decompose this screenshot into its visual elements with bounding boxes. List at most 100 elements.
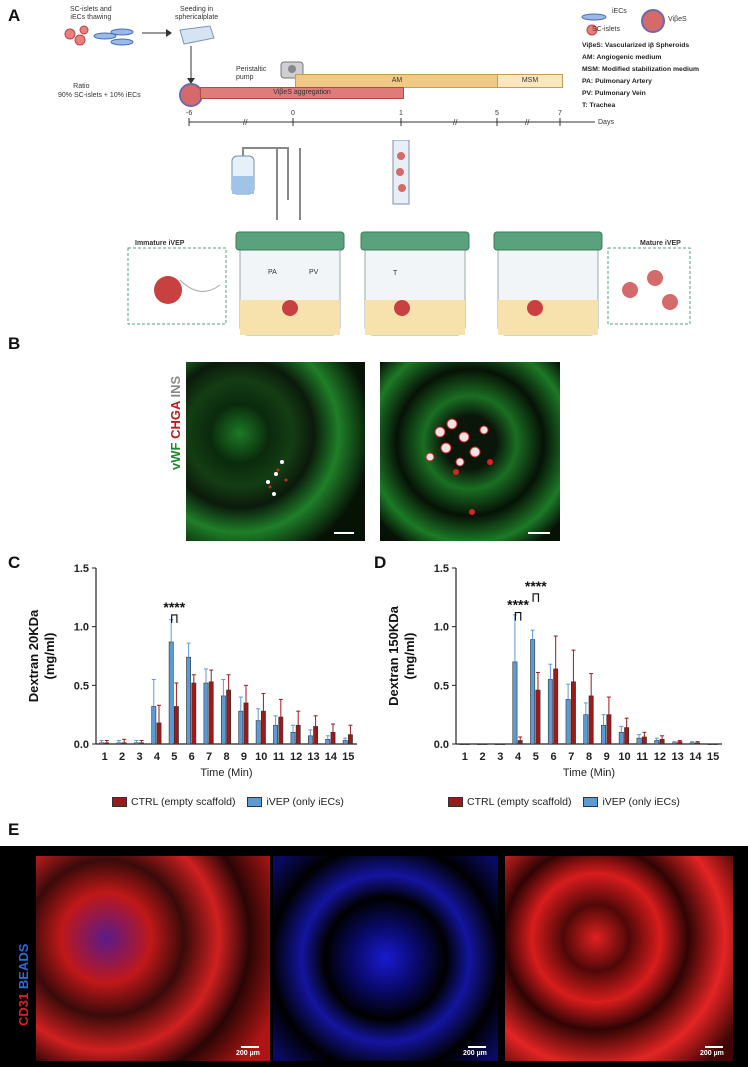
bar <box>139 742 145 745</box>
legend-ivep-swatch <box>247 797 263 807</box>
x-tick-label: 4 <box>515 751 522 763</box>
stain-label: vWF CHGA INS <box>168 375 183 470</box>
bar <box>659 739 665 745</box>
aggregation-bar: ViβeS aggregation <box>200 87 404 99</box>
day-label: 7 <box>558 110 562 117</box>
bar <box>624 727 630 745</box>
day-label: 0 <box>291 110 295 117</box>
x-tick-label: 15 <box>707 751 719 763</box>
bar <box>500 743 505 745</box>
x-tick-label: 7 <box>568 751 574 763</box>
scale-bar <box>334 532 354 534</box>
bar <box>325 739 331 745</box>
day-label: -6 <box>186 110 193 117</box>
x-axis-label: Time (Min) <box>563 767 615 779</box>
significance-label: **** <box>163 599 185 615</box>
bar <box>295 724 301 745</box>
micrograph-e-beads: 200 µm <box>273 856 498 1061</box>
x-tick-label: 5 <box>533 751 539 763</box>
x-tick-label: 12 <box>654 751 666 763</box>
y-tick-label: 0.5 <box>434 680 449 692</box>
bar <box>618 731 624 745</box>
y-tick-label: 1.5 <box>74 563 89 575</box>
bar <box>677 741 683 745</box>
bar <box>191 682 197 745</box>
x-tick-label: 9 <box>241 751 247 763</box>
svg-text://: // <box>453 118 458 127</box>
bar <box>547 679 553 745</box>
panel-e: CD31 BEADS 200 µm 200 µm 200 µm <box>0 846 748 1067</box>
panel-letter-c: C <box>8 553 21 572</box>
bar <box>121 742 127 745</box>
pv-label: PV <box>309 269 319 276</box>
bar <box>243 702 249 745</box>
bar <box>261 710 266 745</box>
bar <box>530 639 536 745</box>
significance-bracket <box>171 614 178 623</box>
trachea-label: T <box>393 270 398 277</box>
thawing-text: SC-islets and iECs thawing <box>70 6 112 21</box>
vibes-legend-icon <box>641 9 665 33</box>
micrograph-b2 <box>380 362 560 541</box>
bar <box>565 699 571 745</box>
scislets-label: SC-islets <box>592 26 621 33</box>
bar <box>151 706 157 745</box>
legend-ivep-label: iVEP (only iECs) <box>266 796 344 808</box>
scale-bar <box>528 532 550 534</box>
bar <box>104 742 110 745</box>
bar <box>459 743 465 745</box>
bar <box>535 689 541 745</box>
bar <box>226 689 232 745</box>
thawing-cells-icon <box>64 25 134 46</box>
x-tick-label: 13 <box>672 751 684 763</box>
svg-text://: // <box>243 118 248 127</box>
significance-label: **** <box>507 597 529 613</box>
x-tick-label: 2 <box>480 751 486 763</box>
timeline-axis: // // // <box>188 118 595 127</box>
panel-letter-d: D <box>374 553 387 572</box>
day-label: 5 <box>495 110 499 117</box>
y-tick-label: 1.5 <box>434 563 449 575</box>
down-arrow-icon <box>187 46 195 84</box>
bar <box>307 735 313 745</box>
x-tick-label: 5 <box>171 751 177 763</box>
x-tick-label: 10 <box>618 751 630 763</box>
pa-label: PA <box>268 269 277 276</box>
panel-letter-e: E <box>8 820 20 839</box>
y-tick-label: 0.0 <box>434 739 449 751</box>
y-axis-label: Dextran 150KDa <box>386 605 401 705</box>
svg-text://: // <box>525 118 530 127</box>
msm-bar: MSM <box>497 74 563 88</box>
y-tick-label: 1.0 <box>74 622 89 634</box>
y-tick-label: 0.0 <box>74 739 89 751</box>
x-tick-label: 8 <box>223 751 229 763</box>
bar <box>255 720 261 745</box>
x-tick-label: 9 <box>604 751 610 763</box>
bar <box>238 710 244 745</box>
x-tick-label: 8 <box>586 751 592 763</box>
bar <box>695 742 701 745</box>
x-tick-label: 2 <box>119 751 125 763</box>
bar <box>672 742 677 745</box>
bar <box>601 724 607 745</box>
bar <box>203 682 209 745</box>
significance-bracket <box>514 611 522 621</box>
bar <box>342 740 348 745</box>
x-tick-label: 3 <box>497 751 503 763</box>
bar <box>168 641 174 745</box>
day-label: 1 <box>399 110 403 117</box>
bar <box>208 681 214 745</box>
micrograph-b1 <box>186 362 365 541</box>
bar <box>156 722 162 745</box>
x-tick-label: 12 <box>290 751 302 763</box>
legend-ctrl-swatch <box>112 797 127 807</box>
ratio-text: Ratio 90% SC-islets + 10% iECs <box>58 83 141 99</box>
panel-letter-b: B <box>8 334 21 353</box>
bar <box>707 743 713 745</box>
bar <box>517 740 523 745</box>
micrograph-e-cd31: 200 µm <box>505 856 733 1061</box>
x-tick-label: 11 <box>636 751 648 763</box>
bar <box>116 742 122 745</box>
x-tick-label: 14 <box>325 751 338 763</box>
